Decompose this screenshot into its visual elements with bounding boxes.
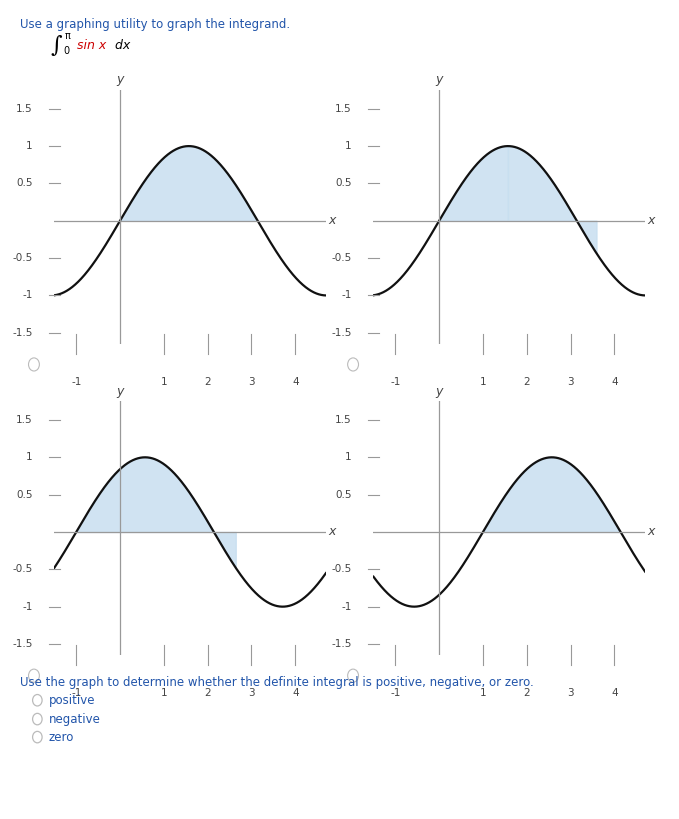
Text: -1: -1 xyxy=(342,602,352,612)
Text: x: x xyxy=(328,215,335,227)
Text: 2: 2 xyxy=(204,688,211,699)
Text: 1: 1 xyxy=(26,141,33,151)
Text: x: x xyxy=(647,526,655,538)
Text: ∫: ∫ xyxy=(51,35,62,57)
Text: -0.5: -0.5 xyxy=(331,253,352,263)
Text: -1.5: -1.5 xyxy=(12,328,33,337)
Text: 4: 4 xyxy=(611,688,618,699)
Text: 1.5: 1.5 xyxy=(16,104,33,114)
Text: -1: -1 xyxy=(390,377,401,387)
Text: 3: 3 xyxy=(248,688,255,699)
Text: x: x xyxy=(328,526,335,538)
Text: 0.5: 0.5 xyxy=(335,490,352,500)
Text: 0.5: 0.5 xyxy=(16,490,33,500)
Text: Use the graph to determine whether the definite integral is positive, negative, : Use the graph to determine whether the d… xyxy=(20,676,534,689)
Text: 0.5: 0.5 xyxy=(335,179,352,188)
Text: 1: 1 xyxy=(345,141,352,151)
Text: dx: dx xyxy=(111,39,130,52)
Text: negative: negative xyxy=(49,713,100,726)
Text: 1: 1 xyxy=(160,688,167,699)
Text: 4: 4 xyxy=(611,377,618,387)
Text: 4: 4 xyxy=(292,377,299,387)
Text: -1.5: -1.5 xyxy=(331,639,352,649)
Text: 1: 1 xyxy=(479,377,486,387)
Text: 2: 2 xyxy=(204,377,211,387)
Text: 3: 3 xyxy=(567,688,574,699)
Text: -1: -1 xyxy=(390,688,401,699)
Text: 3: 3 xyxy=(248,377,255,387)
Text: 1: 1 xyxy=(160,377,167,387)
Text: zero: zero xyxy=(49,731,74,744)
Text: -1: -1 xyxy=(22,602,33,612)
Text: -0.5: -0.5 xyxy=(12,253,33,263)
Text: 3: 3 xyxy=(567,377,574,387)
Text: 1.5: 1.5 xyxy=(335,104,352,114)
Text: 1.5: 1.5 xyxy=(335,415,352,425)
Text: y: y xyxy=(435,385,443,397)
Text: -1: -1 xyxy=(71,688,81,699)
Text: y: y xyxy=(116,385,124,397)
Text: 2: 2 xyxy=(524,688,530,699)
Text: π: π xyxy=(65,31,71,41)
Text: 1: 1 xyxy=(345,452,352,462)
Text: 2: 2 xyxy=(524,377,530,387)
Text: positive: positive xyxy=(49,694,95,707)
Text: 0.5: 0.5 xyxy=(16,179,33,188)
Text: x: x xyxy=(647,215,655,227)
Text: -1: -1 xyxy=(71,377,81,387)
Text: y: y xyxy=(435,74,443,86)
Text: 1: 1 xyxy=(479,688,486,699)
Text: Use a graphing utility to graph the integrand.: Use a graphing utility to graph the inte… xyxy=(20,18,291,31)
Text: -1.5: -1.5 xyxy=(12,639,33,649)
Text: 1: 1 xyxy=(26,452,33,462)
Text: -1: -1 xyxy=(22,291,33,301)
Text: sin x: sin x xyxy=(77,39,106,52)
Text: -0.5: -0.5 xyxy=(331,564,352,574)
Text: -0.5: -0.5 xyxy=(12,564,33,574)
Text: 4: 4 xyxy=(292,688,299,699)
Text: -1.5: -1.5 xyxy=(331,328,352,337)
Text: -1: -1 xyxy=(342,291,352,301)
Text: 1.5: 1.5 xyxy=(16,415,33,425)
Text: 0: 0 xyxy=(63,46,69,56)
Text: y: y xyxy=(116,74,124,86)
